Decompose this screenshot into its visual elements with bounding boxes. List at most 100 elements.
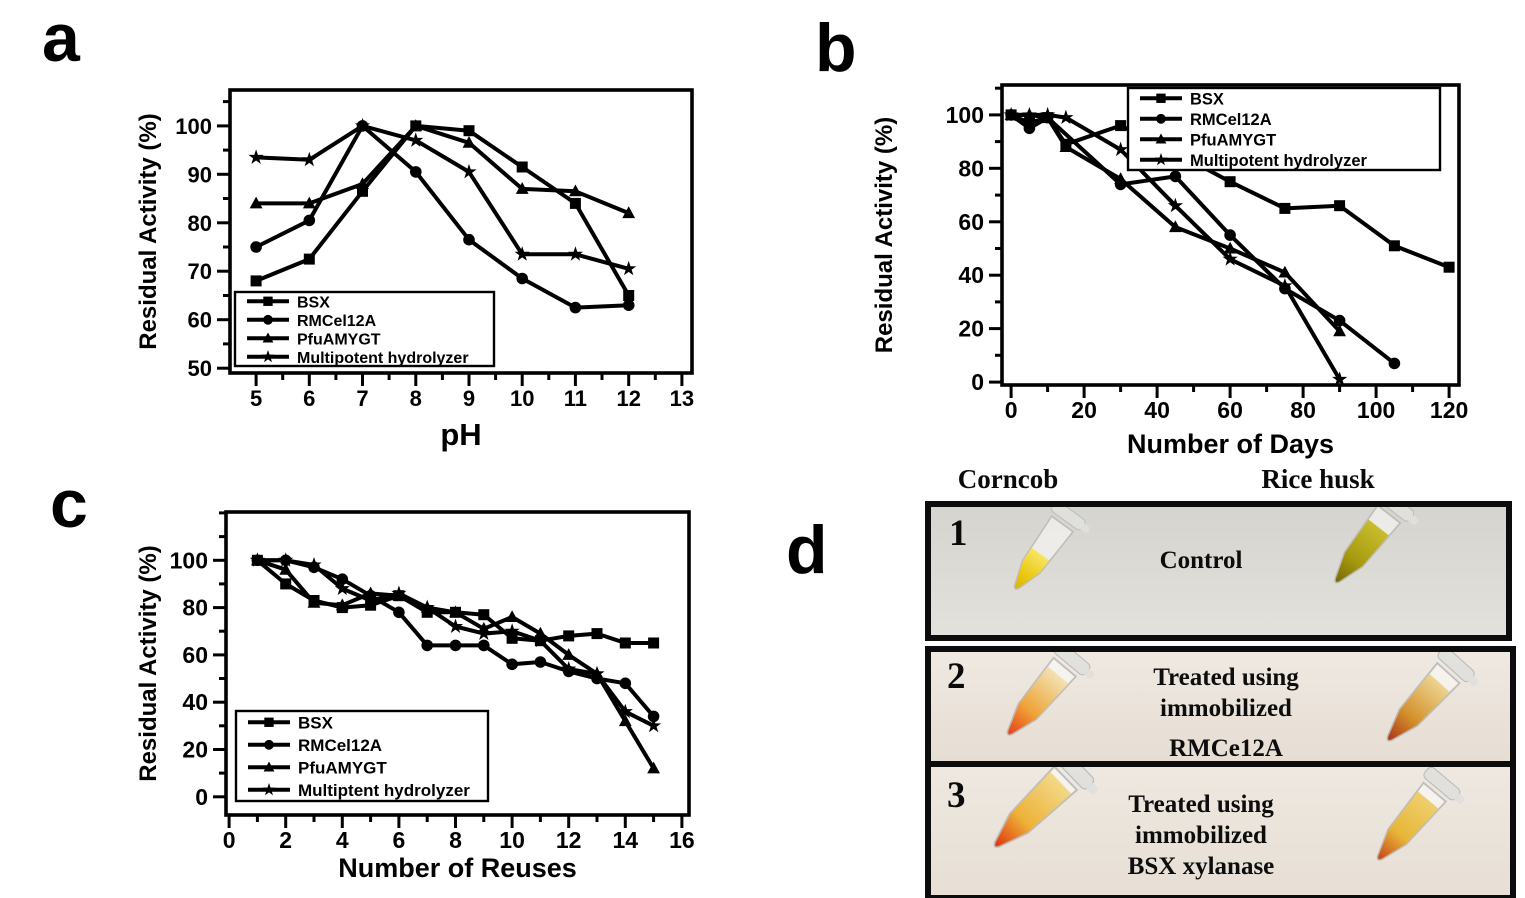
x-tick-label: 0 [223,827,236,853]
marker-circle [264,739,274,750]
caption-control: Control [1101,545,1301,576]
marker-triangle [449,605,462,618]
tube-cap-tab [1407,514,1419,525]
marker-triangle [249,196,263,209]
marker-triangle [647,761,660,774]
marker-star [447,618,464,633]
y-tick-label: 20 [182,737,208,763]
legend-label: BSX [298,713,334,732]
x-tick-label: 11 [564,386,587,411]
marker-square [569,197,581,209]
marker-circle [263,314,273,325]
marker-star [419,599,435,615]
panel-b-label: b [815,10,857,86]
marker-circle [569,301,582,314]
marker-square [1224,176,1236,188]
marker-star [621,260,637,276]
legend-label: RMCel12A [297,313,377,330]
marker-triangle [307,596,321,608]
corncob-rmce12a-tube [997,652,1095,744]
marker-triangle [569,184,582,197]
x-tick-label: 13 [670,386,694,411]
marker-star [248,149,264,164]
y-tick-label: 60 [182,642,208,668]
tube-liquid [1367,790,1440,869]
y-tick-label: 0 [195,784,208,810]
legend-label: RMCel12A [298,736,382,755]
marker-triangle [335,598,349,611]
y-tick-label: 70 [188,259,212,284]
bsx-tubes-photo [983,767,1465,869]
marker-square [250,275,262,287]
marker-circle [250,241,262,253]
marker-triangle [562,648,576,660]
series-line-Multipotent-hydrolyzer [254,123,631,271]
marker-circle [534,656,547,668]
tube-outline [1334,507,1402,584]
x-tick-label: 16 [669,827,695,853]
marker-star [334,580,350,596]
marker-star [1113,141,1129,157]
marker-square [463,125,475,137]
caption-rmce12a-line1: Treated using [1153,664,1299,691]
tube-cap-tab [1083,668,1095,679]
tube-outline [1006,656,1077,736]
caption-control-line: Control [1159,547,1243,574]
plot-frame [228,88,694,375]
marker-triangle [462,136,476,148]
marker-triangle [1155,133,1167,144]
marker-star [589,665,605,681]
marker-star [567,246,584,261]
plot-frame [224,510,691,817]
caption-rmce12a: Treated using immobilized RMCe12A [1126,662,1326,763]
marker-triangle [1059,140,1073,152]
marker-star [363,592,379,607]
marker-star [461,163,477,179]
tube-outline [993,767,1079,848]
x-tick-label: 40 [1144,397,1170,423]
x-tick-label: 0 [1005,397,1018,423]
marker-square [1443,261,1455,273]
marker-star [532,632,549,648]
marker-star [646,717,662,733]
y-tick-label: 40 [182,689,208,715]
marker-circle [393,606,405,619]
marker-star [514,246,530,261]
series-line-PfuAMYGT [254,123,631,216]
x-tick-label: 8 [449,827,462,853]
marker-square [648,637,660,649]
rice-husk-bsx-tube [1367,767,1465,869]
marker-star [617,703,633,719]
x-tick-label: 8 [410,386,422,411]
y-axis-label: Residual Activity (%) [135,113,162,350]
x-axis-label: Number of Days [1127,429,1334,459]
x-axis-label: pH [440,417,481,452]
marker-circle [336,573,349,585]
legend-label: PfuAMYGT [1190,131,1276,149]
marker-star [301,151,317,167]
y-tick-label: 50 [188,356,212,381]
y-tick-label: 60 [958,209,984,235]
marker-star [561,661,577,676]
panel-a-label: a [42,0,80,76]
x-tick-label: 4 [336,827,349,853]
marker-triangle [356,177,369,189]
row-number-1: 1 [949,513,968,554]
tube-outline [1376,781,1447,861]
marker-triangle [302,196,316,209]
y-tick-label: 80 [958,155,984,181]
control-tubes-photo [1004,507,1419,597]
legend-box [1126,86,1442,172]
marker-square [1334,200,1346,212]
marker-square [1388,240,1400,252]
marker-circle [1333,314,1346,327]
legend-label: Multipotent hydrolyzer [1190,152,1367,170]
rice-husk-control-tube [1324,507,1419,592]
marker-star [1167,197,1183,213]
marker-square [263,296,273,306]
x-tick-label: 80 [1290,397,1316,423]
marker-triangle [515,182,529,194]
panel-c-label: c [50,466,88,542]
marker-circle [478,639,490,652]
marker-circle [410,166,422,178]
